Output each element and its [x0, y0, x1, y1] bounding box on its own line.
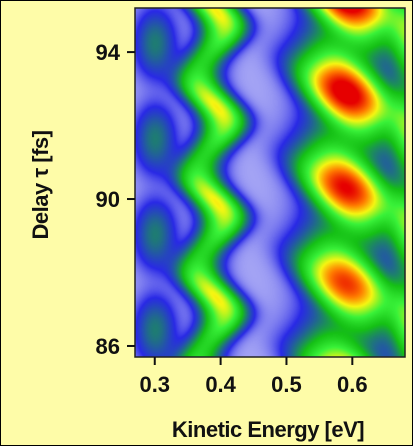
- y-axis: 86 90 94: [96, 40, 135, 359]
- x-axis-label: Kinetic Energy [eV]: [172, 417, 364, 442]
- x-tick-label: 0.6: [337, 372, 368, 397]
- plot-area: [134, 7, 406, 358]
- x-axis: 0.3 0.4 0.5 0.6: [139, 357, 368, 397]
- y-tick-label: 90: [96, 187, 120, 212]
- x-tick-label: 0.3: [139, 372, 170, 397]
- y-tick-label: 94: [96, 40, 121, 65]
- heatmap-image: [135, 8, 405, 357]
- y-tick-label: 86: [96, 334, 120, 359]
- x-tick-label: 0.4: [205, 372, 236, 397]
- x-tick-label: 0.5: [271, 372, 302, 397]
- y-axis-label: Delay τ [fs]: [28, 130, 53, 239]
- plot-frame: [134, 7, 406, 358]
